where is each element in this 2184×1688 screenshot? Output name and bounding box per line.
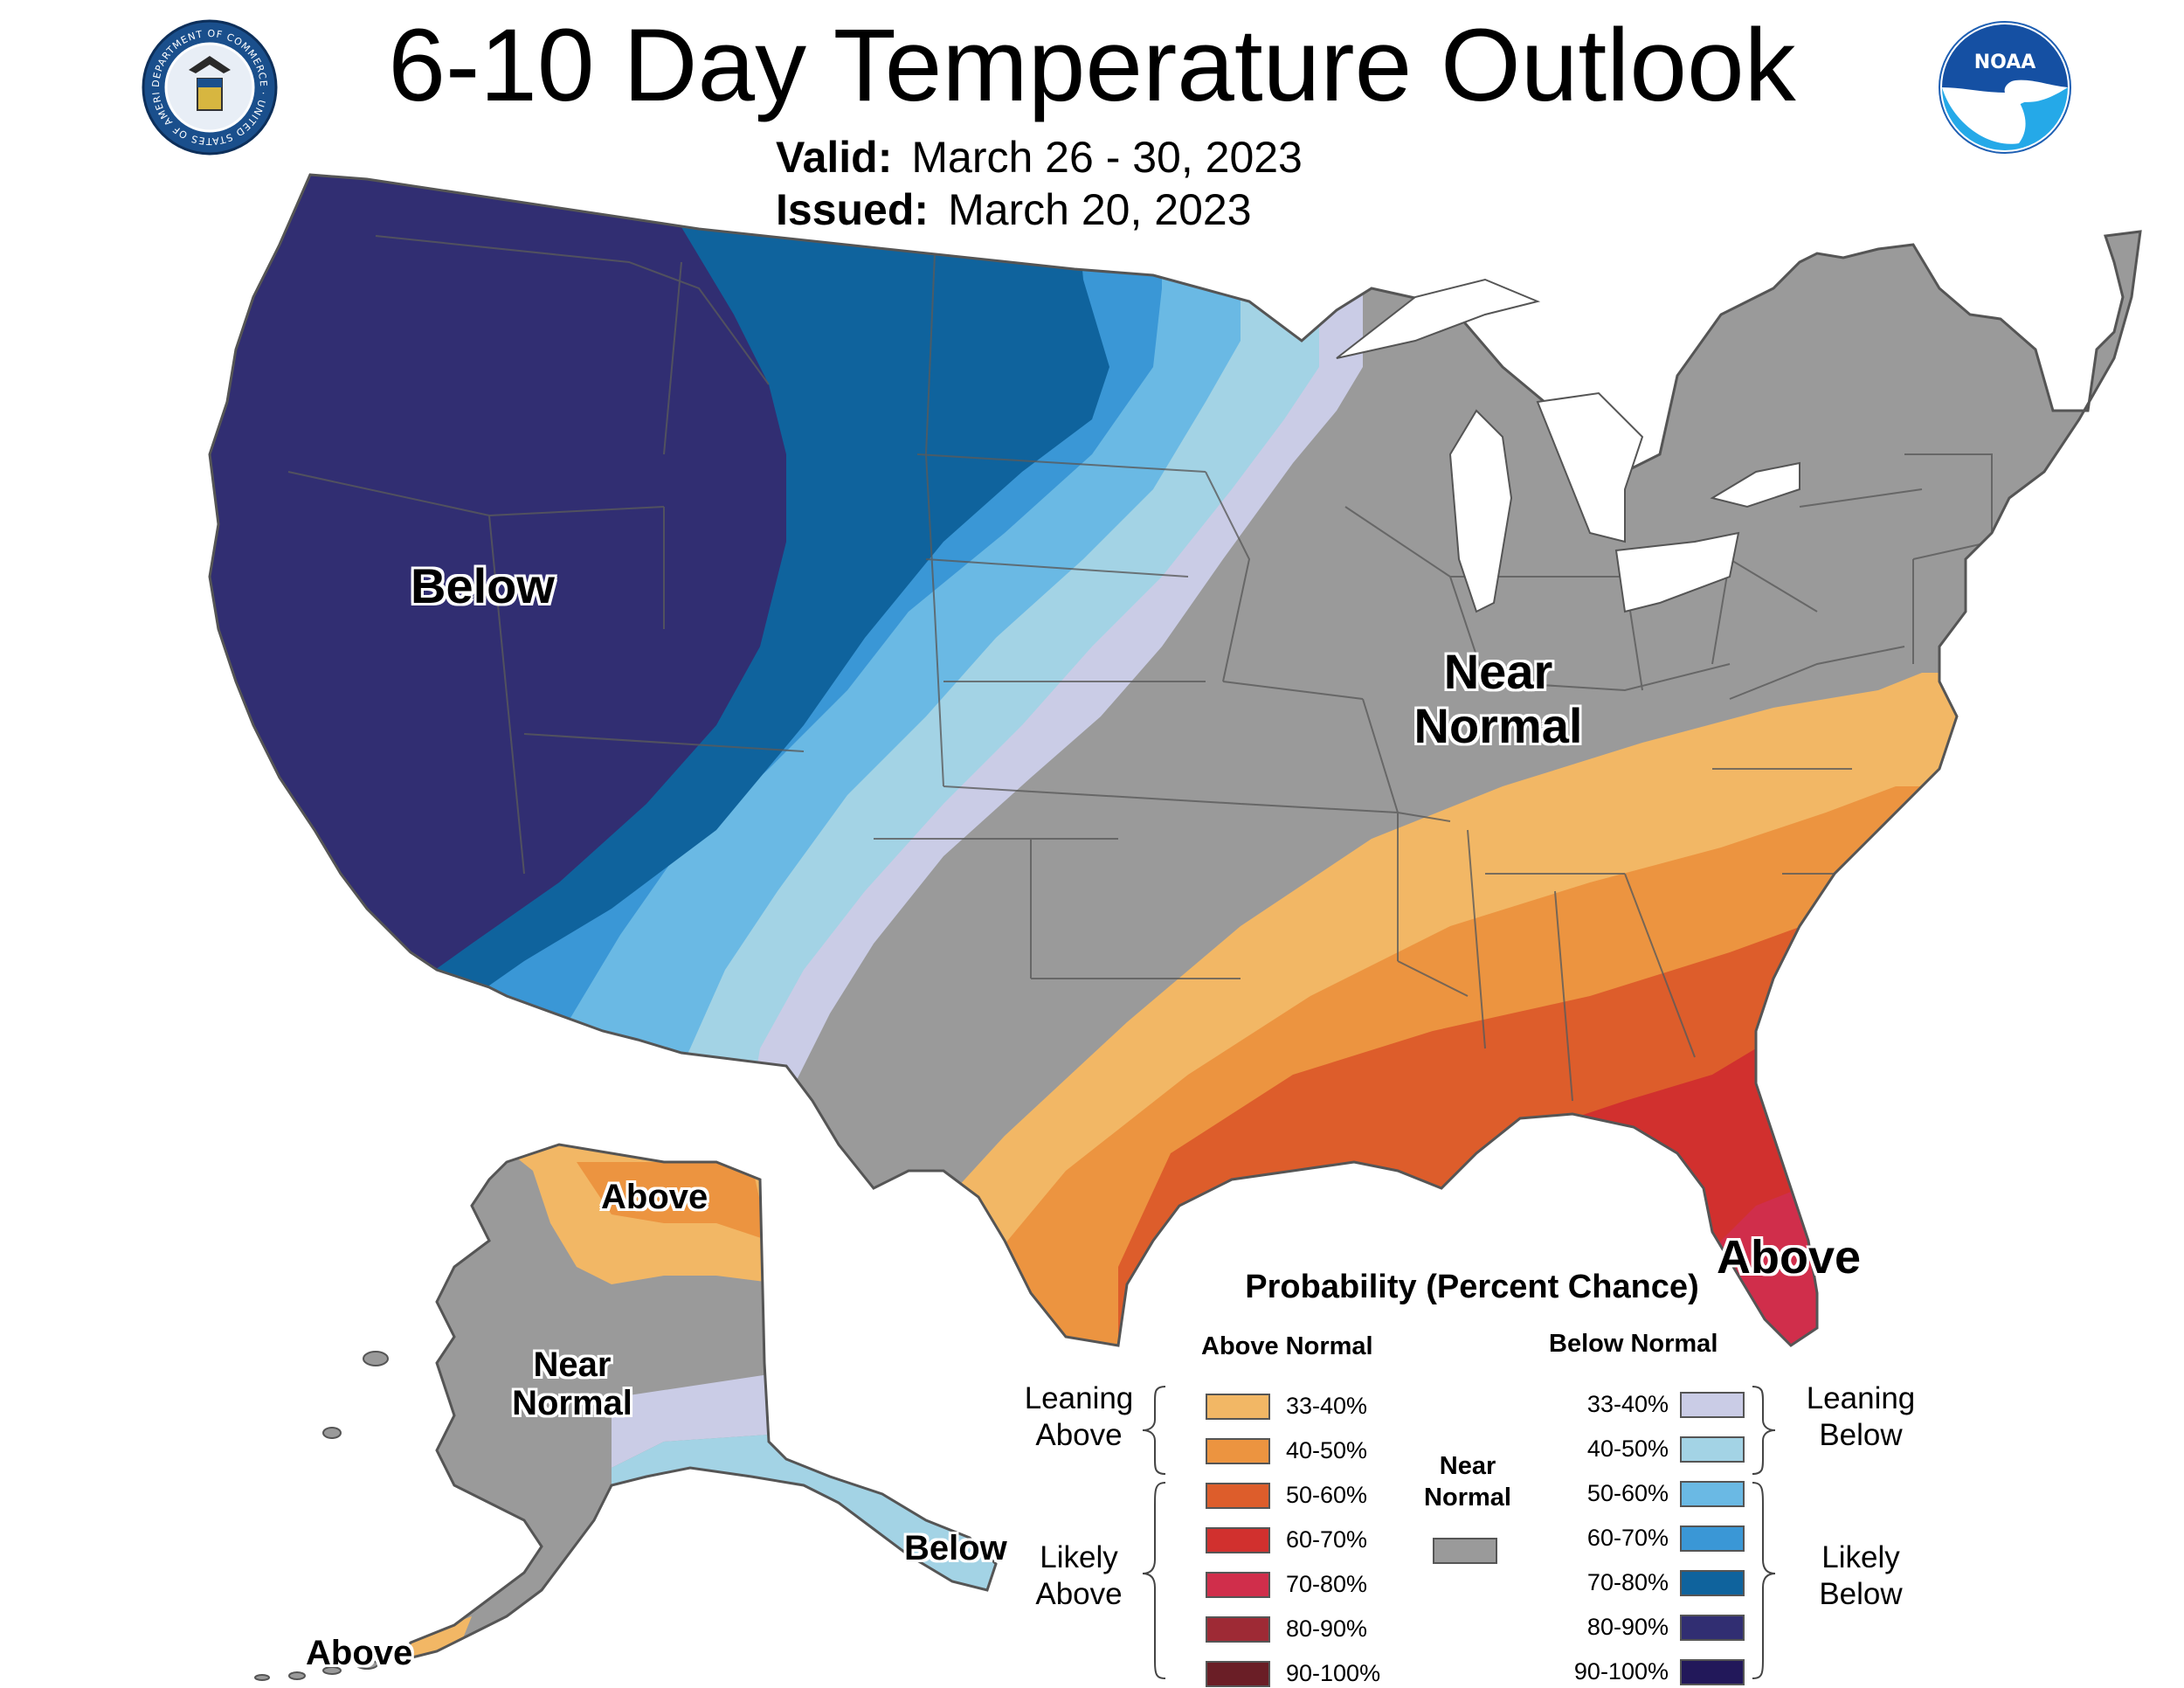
legend-swatch-below-5 [1680,1615,1745,1641]
legend-level-above: 50-60% [1286,1482,1368,1508]
legend-swatch-above-3 [1206,1527,1270,1553]
region-label-alaska-center: Near Normal [512,1346,632,1422]
legend-swatch-below-4 [1680,1570,1745,1596]
legend-swatch-above-2 [1206,1483,1270,1509]
legend-swatch-below-2 [1680,1481,1745,1507]
legend-level-above: 90-100% [1286,1660,1381,1686]
legend-swatch-above-1 [1206,1438,1270,1464]
region-label-southeast: Above [1717,1231,1862,1283]
legend-level-below: 50-60% [1586,1480,1669,1506]
legend-likely-below: Likely Below [1819,1540,1903,1611]
issued-label: Issued: [776,185,930,234]
issued-date: March 20, 2023 [948,185,1252,234]
legend-swatch-below-3 [1680,1525,1745,1552]
legend-swatch-above-0 [1206,1394,1270,1420]
page-title: 6-10 Day Temperature Outlook [388,8,1796,123]
legend-leaning-below: Leaning Below [1806,1381,1916,1452]
region-label-alaska-southwest: Above [306,1634,413,1672]
legend-level-above: 33-40% [1286,1393,1368,1419]
legend-near-normal-head: Near Normal [1424,1452,1511,1512]
legend-swatch-above-6 [1206,1661,1270,1687]
legend-level-above: 80-90% [1286,1615,1368,1642]
commerce-seal-icon: DEPARTMENT OF COMMERCE · UNITED STATES O… [140,17,278,156]
legend-braces-below [1752,1386,1776,1679]
legend-level-above: 60-70% [1286,1526,1368,1553]
region-label-east: Near Normal [1413,644,1583,753]
legend-level-below: 80-90% [1586,1614,1669,1640]
legend-swatch-above-5 [1206,1616,1270,1643]
legend-below-head: Below Normal [1549,1330,1718,1358]
legend-level-below: 70-80% [1586,1569,1669,1595]
issued-date-row: Issued: March 20, 2023 [776,185,1252,234]
legend-level-below: 90-100% [1573,1658,1669,1685]
legend-swatch-below-1 [1680,1436,1745,1463]
legend-swatch-below-6 [1680,1659,1745,1685]
legend-level-below: 60-70% [1586,1525,1669,1551]
legend-leaning-above: Leaning Above [1024,1381,1134,1452]
legend-level-above: 40-50% [1286,1437,1368,1463]
legend-swatch-above-4 [1206,1572,1270,1598]
noaa-logo-icon: NOAA [1939,21,2071,154]
legend-likely-above: Likely Above [1035,1540,1123,1611]
legend-above-head: Above Normal [1201,1332,1373,1360]
valid-label: Valid: [776,133,893,182]
region-label-west: Below [411,558,555,613]
region-label-alaska-north: Above [601,1178,708,1216]
valid-date: March 26 - 30, 2023 [911,133,1303,182]
legend-title: Probability (Percent Chance) [1245,1269,1699,1305]
legend-level-below: 33-40% [1586,1391,1669,1417]
legend-swatch-below-0 [1680,1392,1745,1418]
legend-braces-above [1142,1386,1166,1679]
legend-level-below: 40-50% [1586,1435,1669,1462]
noaa-logo-text: NOAA [1974,52,2036,73]
region-label-alaska-southeast: Below [904,1529,1007,1567]
valid-date-row: Valid: March 26 - 30, 2023 [776,133,1303,182]
legend-swatch-near-normal [1433,1538,1497,1564]
legend-level-above: 70-80% [1286,1571,1368,1597]
